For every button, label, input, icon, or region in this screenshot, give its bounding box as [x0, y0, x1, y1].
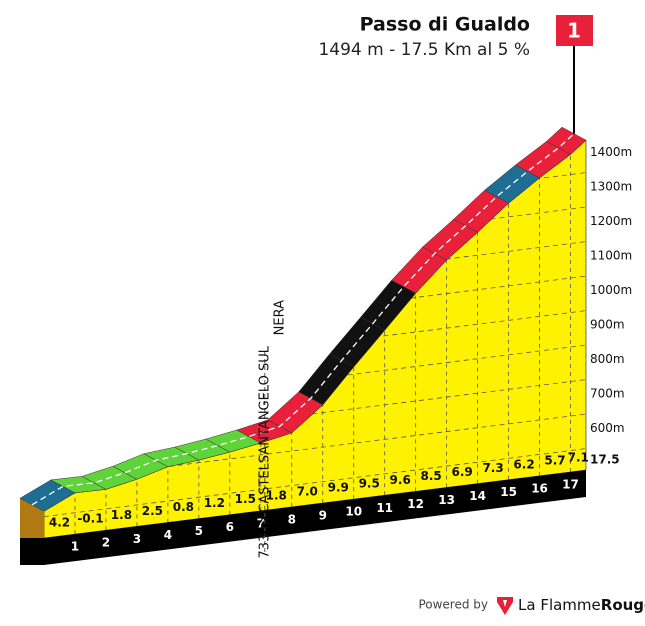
gradient-label: 6.2	[513, 457, 534, 471]
gradient-label: 1.2	[204, 496, 225, 510]
y-tick-label: 800m	[590, 352, 625, 366]
annotation-text: NERA	[272, 300, 287, 335]
grid-line	[44, 448, 586, 518]
brand-bold: Rouge	[601, 596, 645, 614]
gradient-label: 1.5	[235, 492, 256, 506]
y-tick-label: 1300m	[590, 180, 632, 194]
km-label: 12	[407, 497, 424, 511]
subtitle-text: Km al	[444, 40, 492, 60]
road-centerline	[31, 133, 575, 506]
km-label: 8	[288, 512, 296, 526]
km-label: 10	[345, 505, 362, 519]
km-label: 17.5	[590, 453, 620, 467]
subtitle-text: m -	[367, 40, 395, 60]
gradient-label: 6.9	[451, 465, 472, 479]
y-tick-label: 1400m	[590, 145, 632, 159]
gradient-label: -0.1	[77, 512, 103, 526]
y-tick-label: 700m	[590, 387, 625, 401]
road-layer	[19, 126, 587, 512]
km-label: 17	[562, 477, 579, 491]
annotation-text: 733 m CASTELSANTANGELO SUL	[257, 345, 272, 558]
gradient-label: 1.8	[111, 508, 132, 522]
km-label: 1	[71, 540, 79, 554]
y-tick-label: 1100m	[590, 249, 632, 263]
road-segment	[546, 126, 587, 155]
gradient-label: 8.5	[421, 469, 442, 483]
brand-regular: La Flamme	[518, 596, 601, 614]
km-label: 15	[500, 485, 517, 499]
gradient-label: 9.5	[359, 477, 380, 491]
km-label: 13	[438, 493, 455, 507]
km-label: 5	[195, 524, 203, 538]
km-label: 4	[164, 528, 172, 542]
gradient-label: 9.9	[328, 481, 349, 495]
gradient-label: 7.0	[297, 484, 318, 498]
gradient-label: 7.1	[568, 450, 589, 464]
y-tick-label: 1200m	[590, 214, 632, 228]
y-tick-label: 900m	[590, 318, 625, 332]
gradient-label: 9.6	[390, 473, 411, 487]
y-tick-label: 1000m	[590, 283, 632, 297]
footer: Powered by La FlammeRouge	[418, 596, 645, 615]
flag-label: 1	[567, 19, 581, 43]
subtitle-text: %	[514, 40, 530, 60]
climb-length: 17.5	[401, 40, 439, 60]
gradient-label: 1.8	[266, 488, 287, 502]
brand-icon-mark	[503, 600, 507, 607]
chart-title: Passo di Gualdo	[360, 14, 530, 36]
km-label: 7	[257, 516, 265, 530]
km-label: 16	[531, 481, 548, 495]
km-label: 3	[133, 532, 141, 546]
subtitle: 1494 m - 17.5 Km al 5 %	[318, 40, 530, 60]
km-label: 11	[376, 501, 393, 515]
gradient-label: 5.7	[544, 453, 565, 467]
gradient-label: 2.5	[142, 504, 163, 518]
powered-by: Powered by	[418, 598, 488, 612]
brand-name: La FlammeRouge	[518, 596, 645, 614]
summit-altitude: 1494	[318, 40, 361, 60]
avg-gradient: 5	[498, 40, 509, 60]
y-tick-label: 600m	[590, 421, 625, 435]
gradient-label: 4.2	[49, 516, 70, 530]
base-band	[20, 470, 586, 565]
km-label: 2	[102, 536, 110, 550]
labels: 600m 700m 800m 900m 1000m 1100m 1200m 1300m 1400…	[49, 15, 632, 558]
gradient-label: 7.3	[482, 461, 503, 475]
gradient-label: 0.8	[173, 500, 194, 514]
flag	[556, 15, 593, 46]
km-label: 9	[319, 509, 327, 523]
km-label: 14	[469, 489, 486, 503]
km-label: 6	[226, 520, 234, 534]
